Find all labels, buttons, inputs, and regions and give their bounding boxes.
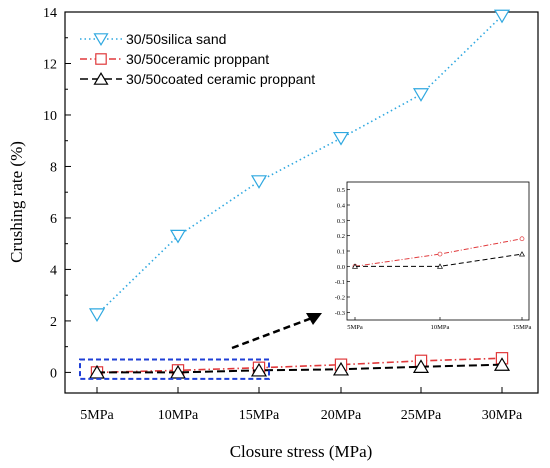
x-tick-label: 25MPa [401,408,442,423]
inset-x-tick-label: 5MPa [347,324,363,331]
series-3 [88,357,511,379]
y-tick-label: 12 [43,57,57,72]
zoom-arrow [231,313,322,350]
y-tick-label: 4 [50,263,57,278]
inset-series-layer [351,236,526,269]
legend-item: 30/50silica sand [80,31,226,47]
data-point-marker [95,53,107,65]
legend-label: 30/50ceramic proppant [126,51,269,67]
inset-y-tick-label: -0.3 [335,310,345,317]
x-tick-label: 5MPa [80,408,114,423]
inset-point-marker [518,251,526,257]
series-line [97,363,503,374]
inset-y-tick-label: 0.0 [337,264,345,271]
x-tick-label: 15MPa [239,408,280,423]
inset-series-2 [351,251,526,269]
inset-series-line [354,238,523,267]
inset-point-marker [351,263,359,269]
inset-point-marker [519,236,525,242]
inset-point-marker [436,263,444,269]
inset-y-tick-label: 0.4 [337,203,346,210]
y-tick-label: 6 [50,212,57,227]
y-tick-label: 8 [50,160,57,175]
data-point-marker [493,9,511,24]
inset-y-tick-label: 0.1 [337,249,345,256]
inset-x-tick-label: 10MPa [431,324,450,331]
inset-frame [346,181,530,321]
y-axis-title: Crushing rate (%) [7,141,26,263]
series-1 [88,9,511,322]
data-point-marker [169,229,187,244]
data-point-marker [250,362,268,377]
data-point-marker [93,71,109,85]
x-axis: 5MPa 10MPa 15MPa 20MPa 25MPa 30MPa [80,387,523,423]
data-point-marker [250,175,268,189]
data-point-marker [332,131,350,146]
data-point-marker [93,33,109,47]
inset-y-tick-label: 0.2 [337,233,345,240]
legend-label: 30/50silica sand [126,31,226,47]
inset-point-marker [437,251,443,257]
plot-frame [64,11,539,394]
legend-item: 30/50coated ceramic proppant [80,71,315,87]
series-line [96,15,503,316]
data-point-marker [412,359,430,373]
x-axis-title: Closure stress (MPa) [230,442,373,461]
data-point-marker [88,308,106,322]
y-tick-label: 2 [50,315,57,330]
data-point-marker [412,88,430,102]
data-point-marker [493,357,511,371]
x-tick-label: 20MPa [321,408,362,423]
inset-y-tick-label: 0.5 [337,187,345,194]
inset-y-tick-label: -0.1 [335,279,345,286]
inset-x-tick-label: 15MPa [513,324,532,331]
y-axis: 0 2 4 6 8 10 12 14 [43,6,71,381]
series-layer [88,9,511,379]
x-tick-label: 10MPa [158,408,199,423]
y-tick-label: 14 [43,6,57,21]
inset-y-tick-label: -0.2 [335,295,345,302]
inset-y-tick-label: 0.3 [337,218,345,225]
legend-item: 30/50ceramic proppant [80,51,269,67]
legend: 30/50silica sand 30/50ceramic proppant 30/… [80,31,315,87]
x-tick-label: 30MPa [482,408,523,423]
data-point-marker [332,361,350,376]
y-tick-label: 10 [43,109,57,124]
y-tick-label: 0 [50,366,57,381]
series-line [96,357,503,374]
legend-label: 30/50coated ceramic proppant [126,71,315,87]
